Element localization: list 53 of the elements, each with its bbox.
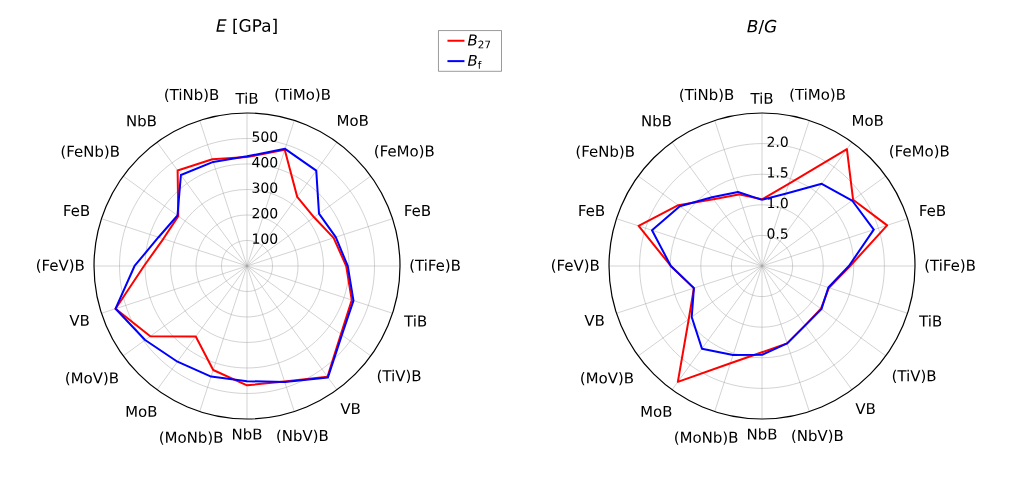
y-tick-label: 0.5 [767, 228, 788, 239]
y-tick-label: 100 [253, 233, 278, 244]
spoke-label: (FeV)B [551, 259, 599, 273]
spoke-label: (MoV)B [66, 372, 118, 386]
spoke-label: VB [855, 403, 875, 415]
spoke-label: TiB [750, 92, 773, 104]
y-tick-label: 300 [252, 182, 278, 193]
spoke-label: (TiFe)B [925, 259, 975, 273]
spoke-label: (MoNb)B [160, 431, 223, 445]
y-tick-label: 1.5 [768, 167, 788, 178]
spoke-label: VB [69, 314, 89, 326]
spoke-label: (FeNb)B [61, 145, 119, 159]
spoke-label: (TiMo)B [790, 88, 845, 102]
spoke-label: VB [340, 403, 360, 415]
spoke-label: (TiNb)B [680, 88, 734, 102]
spoke-label: FeB [579, 205, 605, 217]
spoke-label: FeB [405, 205, 431, 217]
spoke-label: NbB [233, 428, 262, 440]
spoke-label: (TiNb)B [165, 88, 219, 102]
spoke-label: (FeMo)B [375, 145, 434, 159]
spoke-label: FeB [920, 205, 946, 217]
spoke-label: (TiV)B [377, 369, 421, 384]
spoke-label: (MoNb)B [675, 431, 738, 445]
spoke-label: FeB [64, 205, 90, 217]
legend-label: B$_{27}$ [467, 34, 491, 49]
legend-label: B$_{f}$ [467, 54, 482, 69]
spoke-label: (MoV)B [581, 372, 633, 386]
spoke-label: (FeMo)B [890, 145, 949, 159]
spoke-label: MoB [853, 114, 883, 127]
chart-title: B/G [747, 19, 777, 34]
spoke-label: (NbV)B [792, 429, 843, 443]
spoke-label: (TiV)B [892, 369, 936, 384]
spoke-label: MoB [641, 405, 672, 418]
y-tick-label: 2.0 [767, 136, 788, 148]
spoke-label: MoB [338, 114, 368, 127]
spoke-label: (FeNb)B [576, 145, 634, 159]
spoke-label: (TiMo)B [275, 88, 330, 102]
spoke-label: NbB [748, 428, 777, 440]
y-tick-label: 500 [252, 131, 278, 142]
spoke-label: NbB [127, 114, 156, 127]
spoke-label: TiB [919, 315, 942, 327]
spoke-label: (NbV)B [277, 429, 328, 443]
y-tick-label: 400 [252, 156, 278, 168]
spoke-label: VB [584, 314, 604, 326]
spoke-label: MoB [126, 405, 157, 418]
chart-title: E [GPa] [216, 18, 277, 34]
spoke-label: (TiFe)B [410, 259, 460, 273]
spoke-label: TiB [404, 315, 427, 327]
spoke-label: NbB [642, 114, 671, 127]
y-tick-label: 200 [252, 207, 278, 219]
spoke-label: (FeV)B [36, 259, 84, 273]
spoke-label: TiB [235, 92, 258, 104]
y-tick-label: 1.0 [768, 197, 788, 209]
